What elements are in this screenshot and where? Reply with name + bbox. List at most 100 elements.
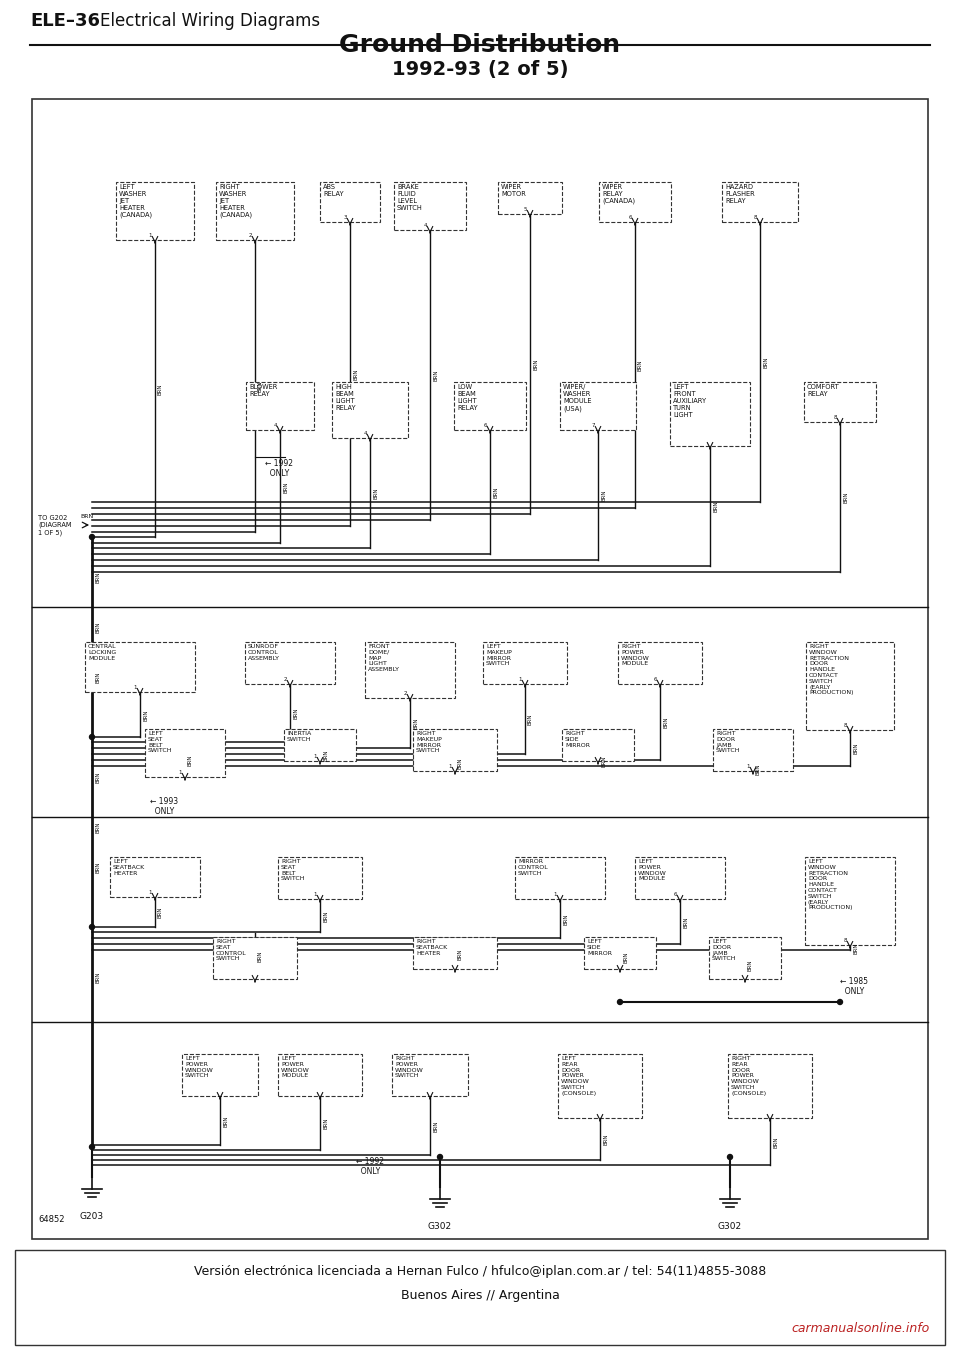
Text: 1: 1 [148,233,152,237]
Text: COMFORT
RELAY: COMFORT RELAY [807,384,840,398]
Circle shape [89,1144,94,1149]
Bar [110,858,200,897]
Bar [365,642,455,697]
Circle shape [837,1000,843,1004]
Text: BRN: BRN [748,959,753,970]
Bar [558,1054,642,1118]
Text: 1: 1 [313,892,317,897]
Text: LEFT
SEAT
BELT
SWITCH: LEFT SEAT BELT SWITCH [148,731,173,753]
Text: BRN: BRN [683,916,688,928]
Text: BRN: BRN [563,913,568,924]
Text: BRN: BRN [458,757,463,769]
Bar [728,1054,812,1118]
Text: 1: 1 [133,685,136,689]
Text: BRN: BRN [433,369,438,381]
Text: BRN: BRN [756,763,761,775]
Text: 4: 4 [423,223,427,228]
Text: 1: 1 [746,764,750,769]
Text: BRN: BRN [763,357,768,368]
Text: LEFT
REAR
DOOR
POWER
WINDOW
SWITCH
(CONSOLE): LEFT REAR DOOR POWER WINDOW SWITCH (CONS… [561,1056,596,1096]
Text: 1: 1 [553,892,557,897]
Circle shape [617,1000,622,1004]
Text: BRN: BRN [158,906,163,917]
Bar [216,182,294,240]
Text: BRN: BRN [96,672,101,683]
Text: ABS
RELAY: ABS RELAY [323,185,344,197]
Bar [413,729,497,771]
Text: WIPER/
WASHER
MODULE
(USA): WIPER/ WASHER MODULE (USA) [563,384,591,411]
Text: BRN: BRN [353,368,358,380]
Text: LEFT
SIDE
MIRROR: LEFT SIDE MIRROR [587,939,612,955]
Text: FRONT
DOME/
MAP
LIGHT
ASSEMBLY: FRONT DOME/ MAP LIGHT ASSEMBLY [368,645,400,672]
Bar [562,729,634,761]
Text: INERTIA
SWITCH: INERTIA SWITCH [287,731,311,742]
Circle shape [438,1155,443,1159]
Text: BRN: BRN [96,821,101,833]
Bar [713,729,793,771]
Text: 8: 8 [843,938,847,943]
Bar [392,1054,468,1096]
Text: BRN: BRN [623,951,628,962]
Text: BRN: BRN [258,380,263,392]
Text: BRAKE
FLUID
LEVEL
SWITCH: BRAKE FLUID LEVEL SWITCH [397,185,422,210]
Text: BRN: BRN [433,1121,438,1132]
Text: 2: 2 [283,677,287,683]
Text: MIRROR
CONTROL
SWITCH: MIRROR CONTROL SWITCH [518,859,549,875]
Text: RIGHT
POWER
WINDOW
MODULE: RIGHT POWER WINDOW MODULE [621,645,650,666]
Text: BRN: BRN [853,942,858,954]
Bar [32,99,928,1239]
Circle shape [89,535,94,540]
Text: BRN: BRN [96,571,101,582]
Text: LEFT
FRONT
AUXILIARY
TURN
LIGHT: LEFT FRONT AUXILIARY TURN LIGHT [673,384,708,418]
Text: BRN: BRN [458,949,463,959]
Text: ← 1993
  ONLY: ← 1993 ONLY [150,797,179,817]
Bar [454,383,526,430]
Text: 8: 8 [843,723,847,727]
Text: SUNROOF
CONTROL
ASSEMBLY: SUNROOF CONTROL ASSEMBLY [248,645,280,661]
Text: ← 1992
  ONLY: ← 1992 ONLY [356,1158,384,1177]
Text: BRN: BRN [323,911,328,921]
Bar [483,642,567,684]
Circle shape [89,924,94,930]
Text: LEFT
WINDOW
RETRACTION
DOOR
HANDLE
CONTACT
SWITCH
(EARLY
PRODUCTION): LEFT WINDOW RETRACTION DOOR HANDLE CONTA… [808,859,852,911]
Text: BLOWER
RELAY: BLOWER RELAY [249,384,277,398]
Text: BRN: BRN [843,491,848,502]
Text: BRN: BRN [323,749,328,761]
Text: G203: G203 [80,1212,104,1221]
Text: 1992-93 (2 of 5): 1992-93 (2 of 5) [392,60,568,79]
Bar [599,182,671,223]
Text: LEFT
POWER
WINDOW
MODULE: LEFT POWER WINDOW MODULE [638,859,667,882]
Text: Buenos Aires // Argentina: Buenos Aires // Argentina [400,1289,560,1301]
Text: 8: 8 [754,214,756,220]
Bar [709,936,781,978]
Text: BRN: BRN [223,1115,228,1126]
Text: LEFT
WASHER
JET
HEATER
(CANADA): LEFT WASHER JET HEATER (CANADA) [119,185,152,218]
Text: 1: 1 [448,764,452,769]
Bar [182,1054,258,1096]
Text: Electrical Wiring Diagrams: Electrical Wiring Diagrams [100,12,320,30]
Text: 7: 7 [591,423,595,427]
Text: BRN: BRN [533,358,538,369]
Text: BRN: BRN [143,710,148,721]
Text: 6: 6 [483,423,487,427]
Bar [246,383,314,430]
Text: BRN: BRN [293,707,298,719]
Text: G302: G302 [428,1223,452,1231]
Bar [618,642,702,684]
Text: RIGHT
WINDOW
RETRACTION
DOOR
HANDLE
CONTACT
SWITCH
(EARLY
PRODUCTION): RIGHT WINDOW RETRACTION DOOR HANDLE CONT… [809,645,853,695]
Bar [245,642,335,684]
Text: WIPER
MOTOR: WIPER MOTOR [501,185,526,197]
Text: BRN: BRN [528,714,533,725]
Text: 1: 1 [148,890,152,896]
Text: ← 1985
  ONLY: ← 1985 ONLY [840,977,868,996]
Bar [560,383,636,430]
Text: LEFT
DOOR
JAMB
SWITCH: LEFT DOOR JAMB SWITCH [712,939,736,961]
Text: BRN: BRN [413,718,418,729]
Text: BRN: BRN [96,622,101,632]
Text: WIPER
RELAY
(CANADA): WIPER RELAY (CANADA) [602,185,636,205]
Text: HAZARD
FLASHER
RELAY: HAZARD FLASHER RELAY [725,185,755,204]
Text: 2: 2 [403,691,407,696]
Bar [320,182,380,223]
Text: BRN: BRN [283,482,288,493]
Text: BRN: BRN [853,742,858,753]
